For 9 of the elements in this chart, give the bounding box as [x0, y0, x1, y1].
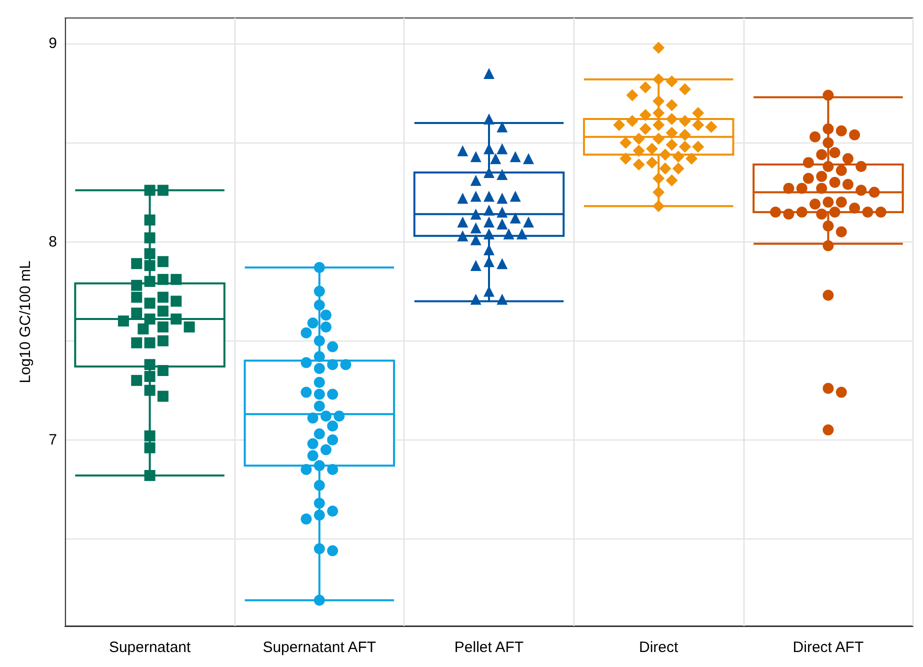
x-tick-label: Direct	[639, 639, 680, 656]
x-tick-label: Supernatant	[108, 639, 192, 656]
y-tick-label: 8	[48, 233, 57, 250]
x-tick-label: Pellet AFT	[454, 639, 524, 656]
y-tick-label: 9	[48, 35, 57, 52]
x-tick-label: Direct AFT	[792, 639, 864, 656]
y-tick-label: 7	[48, 431, 57, 448]
y-axis-title: Log10 GC/100 mL	[17, 260, 34, 384]
x-tick-label: Supernatant AFT	[262, 639, 376, 656]
